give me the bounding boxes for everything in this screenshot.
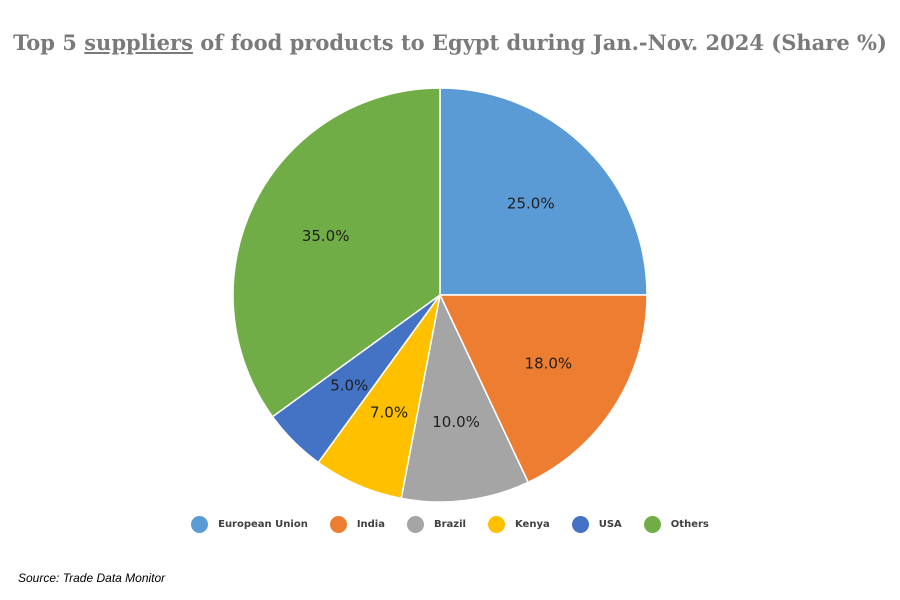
legend-swatch xyxy=(407,516,424,533)
source-note: Source: Trade Data Monitor xyxy=(18,571,166,585)
legend-item-brazil: Brazil xyxy=(407,516,466,533)
legend-swatch xyxy=(191,516,209,533)
title-suffix: of food products to Egypt during Jan.-No… xyxy=(192,30,887,55)
pie-slice-european-union xyxy=(439,87,648,296)
legend-swatch xyxy=(571,516,589,533)
legend: European Union India Brazil Kenya USA Others xyxy=(0,516,900,533)
pie-slice-india xyxy=(438,294,648,484)
legend-label: Brazil xyxy=(434,519,466,530)
legend-item-others: Others xyxy=(643,516,709,533)
chart-title: Top 5 suppliers of food products to Egyp… xyxy=(0,30,900,55)
pie-data-label: 10.0% xyxy=(432,413,480,431)
legend-swatch xyxy=(329,516,347,533)
pie-slice-others xyxy=(232,87,441,418)
legend-label: India xyxy=(356,519,385,530)
title-underlined-word: suppliers xyxy=(84,30,193,55)
legend-item-kenya: Kenya xyxy=(487,516,550,533)
legend-item-european-union: European Union xyxy=(191,516,308,533)
legend-swatch xyxy=(487,516,505,533)
legend-label: Kenya xyxy=(514,519,550,530)
pie-data-label: 25.0% xyxy=(507,195,555,213)
legend-label: USA xyxy=(598,519,622,530)
pie-data-label: 7.0% xyxy=(370,403,408,421)
pie-data-label: 5.0% xyxy=(330,376,368,394)
pie-data-label: 35.0% xyxy=(302,227,350,245)
pie-slice-brazil xyxy=(400,292,530,503)
legend-label: European Union xyxy=(218,519,308,530)
legend-item-india: India xyxy=(329,516,385,533)
title-prefix: Top 5 xyxy=(13,30,85,55)
legend-label: Others xyxy=(670,519,709,530)
legend-swatch xyxy=(643,516,661,533)
legend-item-usa: USA xyxy=(571,516,622,533)
pie-data-label: 18.0% xyxy=(525,354,573,372)
